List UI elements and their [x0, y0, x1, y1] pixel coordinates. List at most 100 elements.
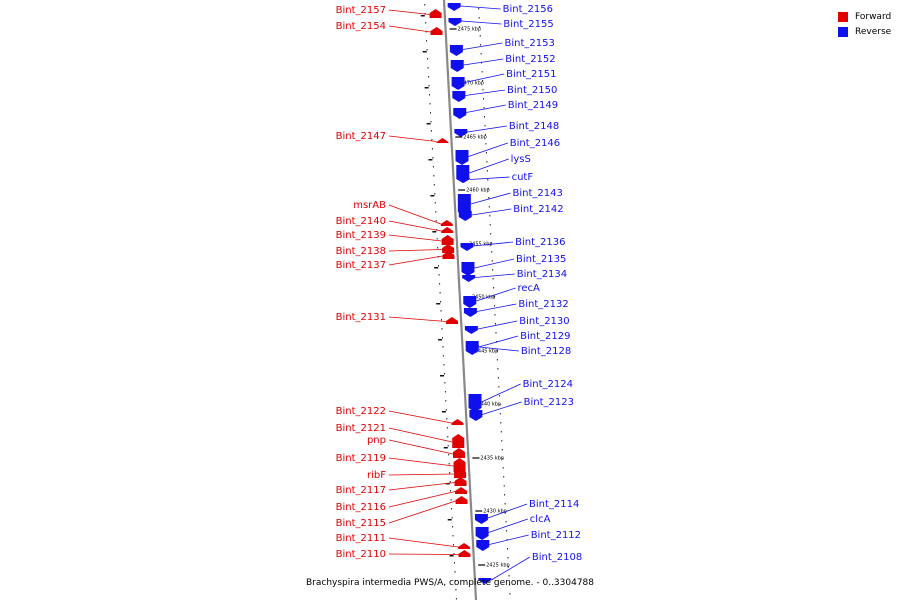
dot-right [498, 395, 500, 397]
forward-gene-label: Bint_2137 [336, 260, 386, 271]
minor-tick [434, 267, 439, 269]
dot-right [505, 521, 507, 523]
forward-gene-arrow [430, 27, 443, 35]
gene-labels: Bint_2157 Bint_2154 Bint_2147 msrAB Bint_214… [336, 4, 583, 563]
reverse-gene-arrow [451, 77, 465, 90]
dot-right [500, 431, 502, 433]
dot-left [428, 85, 430, 87]
forward-gene-arrow [429, 9, 442, 18]
reverse-gene-leader [473, 241, 514, 247]
forward-gene-label: Bint_2140 [336, 216, 386, 227]
dot-right [480, 44, 482, 46]
reverse-gene-arrow [457, 194, 471, 216]
forward-gene-label: msrAB [353, 200, 386, 211]
reverse-gene-arrow [475, 527, 489, 540]
forward-gene-leader [388, 410, 452, 424]
dot-right [497, 368, 499, 370]
reverse-gene-leader [476, 287, 516, 302]
dot-left [427, 58, 429, 60]
minor-tick [424, 87, 429, 89]
dot-left [451, 508, 453, 510]
dot-right [505, 512, 507, 514]
dot-right [502, 467, 504, 469]
dot-right [497, 377, 499, 379]
reverse-gene-label: Bint_2108 [532, 552, 582, 563]
forward-gene-arrow [453, 448, 465, 458]
reverse-gene-leader [476, 303, 517, 312]
dot-left [434, 202, 436, 204]
gene-features [429, 3, 492, 584]
dot-left [443, 364, 445, 366]
dot-right [486, 170, 488, 172]
forward-gene-leader [388, 553, 459, 555]
dot-right [508, 575, 510, 577]
dot-right [484, 134, 486, 136]
reverse-gene-label: Bint_2151 [506, 69, 556, 80]
forward-gene-label: Bint_2110 [336, 549, 386, 560]
reverse-gene-label: lysS [511, 154, 531, 165]
dot-right [480, 53, 482, 55]
dot-right [491, 251, 493, 253]
reverse-gene-arrow [462, 275, 476, 282]
dot-left [444, 391, 446, 393]
forward-gene-arrow [451, 419, 464, 425]
reverse-gene-leader [465, 89, 506, 96]
kbp-scale: 2475 kbp 2470 kbp 2465 kbp 2460 kbp 2455 kbp… [449, 27, 510, 569]
forward-gene-leader [388, 457, 454, 467]
reverse-gene-leader [475, 273, 515, 278]
reverse-gene-arrow [458, 211, 472, 221]
forward-gene-leader [388, 220, 442, 232]
reverse-gene-leader [460, 5, 501, 10]
reverse-gene-arrow [454, 129, 468, 137]
minor-tick [430, 195, 435, 197]
reverse-gene-leader [463, 58, 504, 66]
reverse-gene-label: Bint_2142 [513, 204, 563, 215]
dot-right [481, 71, 483, 73]
forward-gene-arrow [442, 251, 455, 259]
reverse-gene-label: Bint_2123 [524, 397, 574, 408]
legend-item-reverse: Reverse [838, 24, 891, 39]
reverse-gene-label: clcA [530, 514, 551, 525]
minor-tick [436, 303, 441, 305]
reverse-gene-arrow [463, 296, 477, 308]
dot-left [440, 310, 442, 312]
dot-right [495, 323, 496, 325]
genome-caption: Brachyspira intermedia PWS/A, complete g… [305, 578, 595, 588]
dot-right [509, 593, 511, 595]
kbp-tick-label: 2450 kbp [472, 295, 496, 301]
minor-tick [445, 483, 450, 485]
dot-right [487, 188, 489, 190]
dot-left [455, 598, 457, 600]
dot-right [501, 440, 503, 442]
dot-right [503, 476, 505, 478]
kbp-tick-label: 2435 kbp [480, 456, 504, 462]
forward-gene-leader [388, 234, 442, 242]
dot-left [438, 265, 440, 267]
reverse-gene-arrow [469, 410, 483, 421]
dot-left [438, 274, 440, 276]
dot-right [486, 161, 488, 163]
dot-left [454, 571, 456, 573]
dot-left [432, 157, 434, 159]
legend-item-forward: Forward [838, 9, 891, 24]
forward-gene-leader [388, 439, 454, 455]
minor-tick [426, 123, 431, 125]
forward-gene-label: Bint_2138 [336, 246, 386, 257]
reverse-gene-label: Bint_2150 [507, 85, 557, 96]
dot-left [430, 112, 431, 114]
forward-gene-leader [388, 25, 431, 33]
dot-left [429, 94, 430, 96]
dot-left [428, 76, 430, 78]
minor-tick [443, 447, 448, 449]
forward-gene-label: Bint_2119 [336, 453, 386, 464]
dot-right [506, 539, 508, 541]
forward-gene-leader [388, 491, 456, 508]
reverse-gene-leader [466, 104, 506, 113]
kbp-tick-label: 2460 kbp [466, 188, 490, 194]
dot-right [490, 242, 492, 244]
forward-gene-arrow [446, 317, 459, 324]
reverse-gene-arrow [456, 178, 470, 183]
dot-left [425, 22, 427, 24]
dot-right [488, 197, 490, 199]
